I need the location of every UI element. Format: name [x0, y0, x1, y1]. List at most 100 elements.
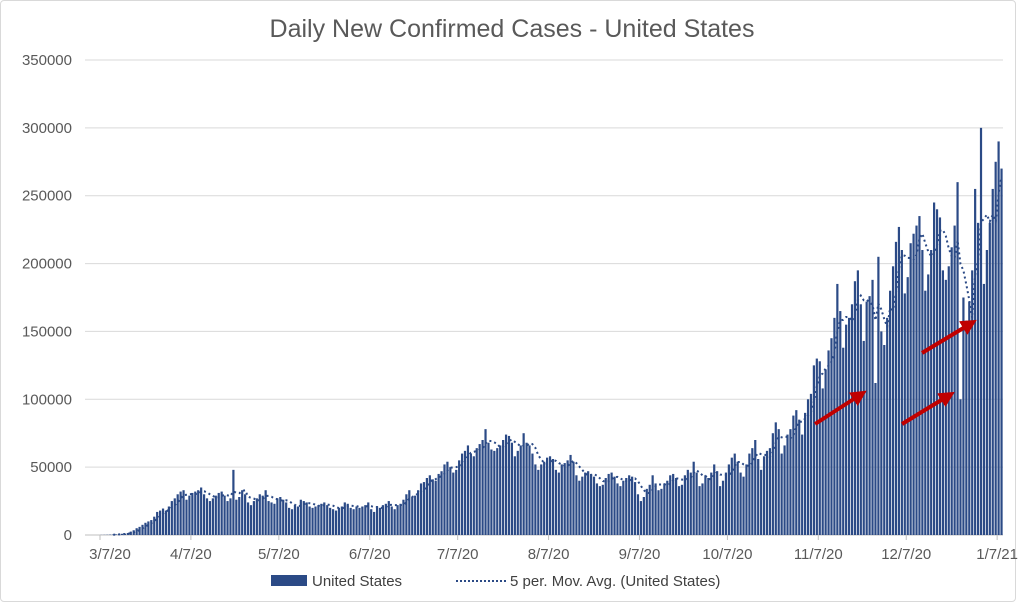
- bar: [214, 495, 217, 535]
- bar: [381, 505, 385, 535]
- bar: [692, 461, 695, 535]
- bar: [619, 486, 622, 535]
- bar: [751, 448, 754, 535]
- bar: [979, 127, 983, 535]
- bar: [276, 498, 279, 535]
- bar: [531, 453, 534, 535]
- bar: [912, 233, 915, 535]
- annotation-arrows: [813, 319, 977, 426]
- bar: [484, 429, 487, 535]
- bar: [393, 509, 396, 535]
- bar: [947, 266, 950, 535]
- bar: [161, 508, 165, 535]
- bar: [833, 317, 836, 535]
- bar: [839, 311, 842, 535]
- bar: [367, 502, 370, 535]
- bar: [997, 141, 1000, 535]
- bar: [232, 469, 235, 535]
- bar: [405, 494, 408, 535]
- bar: [361, 506, 364, 535]
- moving-average-line: [113, 176, 1003, 536]
- bar: [522, 433, 525, 535]
- bar: [378, 507, 382, 535]
- bar: [370, 509, 373, 535]
- bar: [399, 503, 402, 535]
- bar: [182, 490, 185, 535]
- bar: [660, 488, 663, 535]
- bar: [589, 473, 593, 535]
- bar-series: [100, 127, 1003, 536]
- bar: [774, 422, 777, 535]
- bar: [868, 296, 871, 535]
- x-tick-label: 8/7/20: [528, 546, 570, 563]
- bar: [220, 491, 223, 535]
- bar: [798, 419, 801, 535]
- bar: [628, 475, 631, 535]
- bar: [469, 453, 472, 535]
- x-tick-label: 10/7/20: [702, 546, 752, 563]
- bar: [270, 502, 273, 535]
- bar: [402, 499, 405, 535]
- bar: [446, 461, 449, 535]
- bar: [801, 434, 804, 535]
- bar: [375, 506, 379, 535]
- bar: [513, 456, 516, 535]
- bar: [672, 473, 675, 535]
- bar: [968, 301, 971, 535]
- bar: [185, 499, 188, 535]
- bar: [261, 495, 264, 535]
- bar: [296, 506, 299, 535]
- bar: [962, 297, 965, 535]
- bar: [425, 478, 428, 535]
- bar: [422, 482, 426, 535]
- bar: [592, 476, 596, 535]
- bar: [610, 472, 613, 535]
- bar: [358, 507, 361, 535]
- bar: [897, 226, 901, 535]
- bar: [499, 445, 502, 535]
- bar: [115, 534, 118, 535]
- bar: [988, 222, 991, 535]
- bar: [516, 450, 519, 535]
- bar: [786, 434, 789, 535]
- bar: [965, 320, 968, 535]
- bar: [598, 486, 601, 535]
- bar: [710, 472, 713, 535]
- bar: [733, 453, 736, 535]
- bar: [941, 270, 944, 535]
- bar: [575, 475, 578, 535]
- bar: [891, 266, 895, 535]
- bar: [572, 461, 575, 535]
- bar: [903, 293, 906, 535]
- bar: [314, 506, 317, 535]
- bar: [976, 222, 980, 535]
- bar: [551, 459, 555, 535]
- bar: [613, 476, 616, 535]
- bar: [616, 483, 619, 535]
- bar: [736, 461, 739, 535]
- bar: [408, 490, 411, 535]
- bar: [689, 472, 692, 535]
- bar: [713, 464, 716, 535]
- bar: [909, 243, 912, 535]
- bar: [560, 464, 563, 535]
- bar: [762, 456, 766, 535]
- x-axis: 3/7/20 4/7/20 5/7/20 6/7/20 7/7/20 8/7/20 9/7/…: [89, 535, 1018, 563]
- bar: [437, 473, 440, 535]
- bar: [460, 453, 464, 535]
- bar: [255, 498, 258, 535]
- bar: [120, 533, 124, 535]
- bar: [440, 471, 443, 535]
- bar: [871, 279, 874, 535]
- bar: [390, 506, 393, 535]
- bar: [924, 290, 927, 535]
- bar: [569, 454, 572, 535]
- bar: [824, 369, 827, 535]
- bar: [217, 492, 220, 535]
- bar: [654, 483, 657, 535]
- bar: [156, 511, 159, 535]
- y-tick-label: 250000: [22, 188, 72, 205]
- bar: [889, 290, 892, 535]
- bar: [959, 399, 962, 535]
